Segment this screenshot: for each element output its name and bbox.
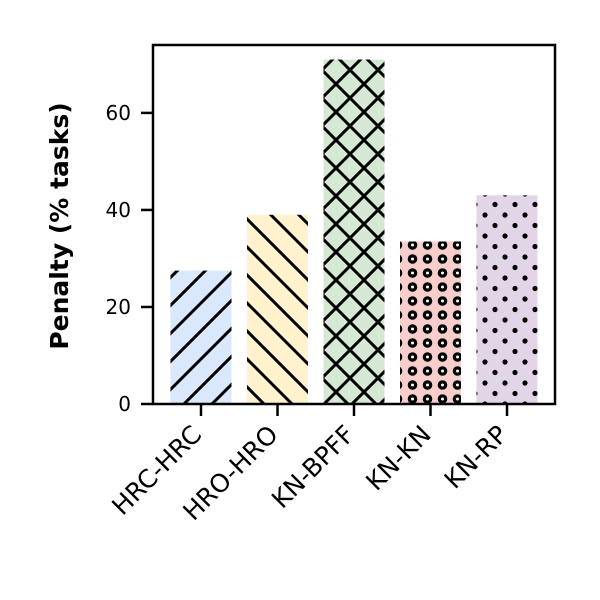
bar-pattern-kn-bpff — [323, 59, 385, 405]
y-axis-title: Penalty (% tasks) — [45, 102, 74, 349]
bar-pattern-hro-hro — [247, 214, 308, 404]
bars-group — [170, 59, 538, 405]
bar-pattern-kn-kn — [400, 241, 461, 404]
bar-pattern-hrc-hrc — [170, 270, 232, 404]
x-tick-label-kn-kn: KN-KN — [360, 420, 437, 497]
y-axis: 0 20 40 60 — [106, 101, 153, 416]
x-tick-label-kn-bpff: KN-BPFF — [266, 420, 360, 514]
x-tick-label-kn-rp: KN-RP — [439, 420, 514, 495]
y-tick-label-20: 20 — [106, 295, 131, 319]
bar-pattern-kn-rp — [476, 195, 538, 404]
y-tick-label-60: 60 — [106, 101, 131, 125]
y-tick-label-40: 40 — [106, 198, 131, 222]
y-tick-label-0: 0 — [118, 392, 131, 416]
